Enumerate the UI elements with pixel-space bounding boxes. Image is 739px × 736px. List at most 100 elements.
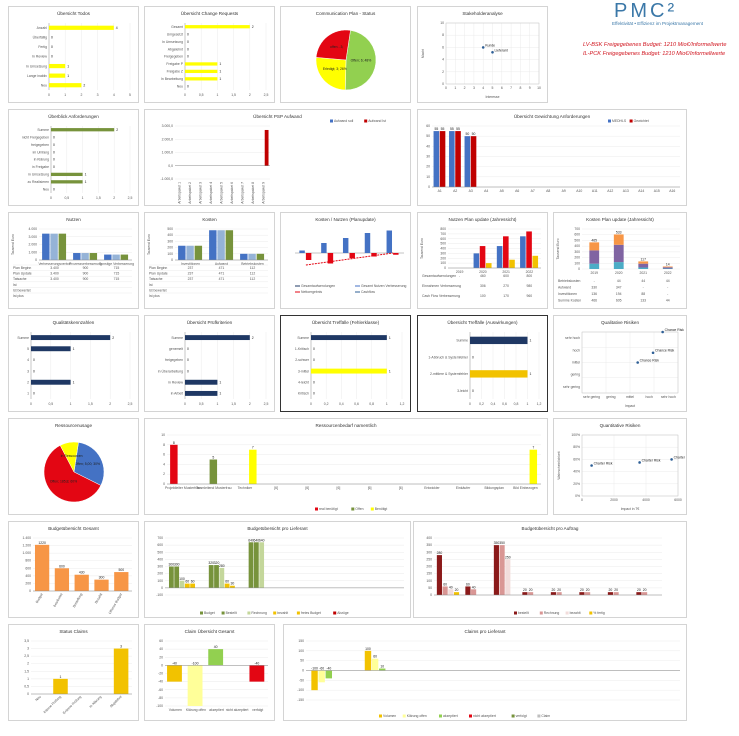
data-label: 40 bbox=[449, 585, 453, 589]
bar bbox=[305, 253, 312, 260]
bar bbox=[299, 250, 305, 253]
chart-svg: Stakeholderanalyse 0 1 2 3 4 5 6 7 8 9 10 0 2 4 6 8 10 Int… bbox=[421, 11, 541, 99]
communication-plan-chart-panel[interactable]: Communication Plan - Status Offen; 6; 48%… bbox=[280, 6, 411, 103]
budget-total-chart-panel[interactable]: Budgetübersicht Gesamt 0 200 400 600 800 1.000… bbox=[8, 521, 139, 618]
legend-label: real benötigt bbox=[319, 507, 338, 511]
tick-label: 2.000 bbox=[29, 243, 38, 247]
data-label: 1 bbox=[219, 380, 221, 384]
cost-chart-panel[interactable]: Kosten 0 100 200 300 400 500 Investitionen Aufwa… bbox=[144, 212, 275, 309]
tick-label: 0,6 bbox=[502, 402, 507, 406]
tick-label: 2 bbox=[249, 93, 251, 97]
defects-impact-chart-panel[interactable]: Übersicht Treffälle (Auswirkungen) 0 0,2 0,… bbox=[417, 315, 548, 412]
category-label: A6 bbox=[515, 189, 519, 193]
tick-label: 0 bbox=[35, 258, 37, 262]
cost-plan-update-chart-panel[interactable]: Kosten Plan update (Jahressicht) 0 100 200 3… bbox=[553, 212, 687, 309]
cost-benefit-chart-panel[interactable]: Kosten / Nutzen (Planupdate) Gesamtaufwen… bbox=[280, 212, 411, 309]
bar bbox=[214, 565, 219, 588]
stakeholder-chart-panel[interactable]: Stakeholderanalyse 0 1 2 3 4 5 6 7 8 9 10 0 2 4 6 8 10 Int… bbox=[417, 6, 548, 103]
budget-supplier-chart-panel[interactable]: Budgetübersicht pro Lieferant -100 0 100 200… bbox=[144, 521, 411, 618]
table-cell: Ist bewertet bbox=[13, 288, 31, 292]
tick-label: 100 bbox=[157, 579, 163, 583]
change-requests-chart-panel[interactable]: Übersicht Change Requests 0 0,5 1 1,5 2 2,5 Ges… bbox=[144, 6, 275, 103]
bar bbox=[509, 259, 515, 268]
requirement-weighting-chart-panel[interactable]: Übersicht Gewichtung Anforderungen 0 10 20 3… bbox=[417, 109, 687, 206]
tick-label: -80 bbox=[158, 696, 163, 700]
legend-label: Aufwand Ist bbox=[368, 119, 386, 123]
legend-swatch bbox=[296, 611, 300, 615]
tick-label: 3.000,0 bbox=[162, 124, 173, 128]
legend-swatch bbox=[565, 611, 569, 615]
category-label: in Freigabe bbox=[32, 165, 49, 169]
tick-label: 1 bbox=[70, 402, 72, 406]
tick-label: 4 bbox=[482, 86, 484, 90]
category-label: In Klärung bbox=[89, 695, 103, 709]
table-cell: 471 bbox=[219, 272, 225, 276]
quantitative-risks-chart-panel[interactable]: Quantitative Risiken 0 2000 4000 6000 0% 20% 40… bbox=[553, 418, 687, 515]
tick-label: 2,5 bbox=[24, 654, 29, 658]
bar bbox=[112, 254, 120, 260]
tick-label: 10 bbox=[426, 175, 430, 179]
data-label: 1 bbox=[389, 336, 391, 340]
data-label: 8 bbox=[173, 441, 175, 445]
defects-class-chart-panel[interactable]: Übersicht Treffälle (Fehlerklasse) 0 0,2 0,… bbox=[280, 315, 411, 412]
test-criteria-chart-panel[interactable]: Übersicht Prüfkriterien 0 0,5 1 1,5 2 2,5 Summe… bbox=[144, 315, 275, 412]
table-cell: Cash Flow Verbesserung bbox=[422, 294, 460, 298]
category-label: 2-mittlere & Systemfehler bbox=[430, 372, 469, 376]
legend-swatch bbox=[439, 714, 442, 718]
tick-label: 1,5 bbox=[24, 669, 29, 673]
chart-title: Übersicht Gewichtung Anforderungen bbox=[514, 113, 591, 119]
claims-total-chart-panel[interactable]: Claim Übersicht Gesamt -100 -80 -60 -40 -20 0 2… bbox=[144, 624, 275, 721]
legend-swatch bbox=[514, 611, 517, 615]
table-cell: 237 bbox=[188, 272, 194, 276]
psp-effort-chart-panel[interactable]: Übersicht PSP Aufwand -1.000,0 0,0 1.000,0 2… bbox=[144, 109, 411, 206]
qualitative-risks-chart-panel[interactable]: Qualitative Risiken Impact Chance Risk Chan… bbox=[553, 315, 687, 412]
claims-supplier-chart-panel[interactable]: Claims pro Lieferant -150 -100 -50 0 50 100 150… bbox=[283, 624, 687, 721]
bar bbox=[259, 542, 265, 588]
benefit-chart-panel[interactable]: Nutzen 0 1.000 2.000 3.000 4.000 Verbesserungs… bbox=[8, 212, 139, 309]
tick-label: -20 bbox=[158, 672, 163, 676]
claims-status-chart-panel[interactable]: Status Claims 0 0,5 1 1,5 2 2,5 3 3,5 1 3 Neu Intern… bbox=[8, 624, 139, 721]
todos-chart-panel[interactable]: Übersicht Todos 0 1 2 3 4 5 Anzahl 4 Überfällig 0 F… bbox=[8, 6, 139, 103]
resource-demand-chart-panel[interactable]: Ressourcenbedarf namentlich 0 2 4 6 8 10 8 Proje… bbox=[144, 418, 548, 515]
table-cell: 88 bbox=[641, 292, 645, 296]
category-label: A3 bbox=[469, 189, 473, 193]
table-cell: Tatsache bbox=[13, 277, 27, 281]
requirements-chart-panel[interactable]: Überblick Anforderungen 0 0,5 1 1,5 2 2,5 Summe… bbox=[8, 109, 139, 206]
data-label: 0 bbox=[53, 187, 55, 191]
data-label: 2 bbox=[83, 83, 85, 87]
tick-label: 0,2 bbox=[324, 402, 329, 406]
category-label: Verbesserungsverbot bbox=[38, 262, 70, 266]
category-label: in Klärung bbox=[34, 158, 49, 162]
budget-order-chart-panel[interactable]: Budgetübersicht pro Auftrag 0 50 100 150 200 2… bbox=[413, 521, 687, 618]
tick-label: 1 bbox=[527, 402, 529, 406]
category-label: Arbeitspaket 2 bbox=[188, 182, 192, 204]
tick-label: 3 bbox=[473, 86, 475, 90]
bar bbox=[496, 246, 503, 268]
table-cell: 133 bbox=[640, 299, 646, 303]
table-cell: Ist bbox=[13, 283, 17, 287]
chart-title: Budgetübersicht Gesamt bbox=[48, 526, 99, 531]
bar bbox=[49, 83, 82, 88]
legend-label: Budget bbox=[204, 611, 215, 615]
data-label: 1 bbox=[219, 392, 221, 396]
bar bbox=[470, 336, 528, 345]
bar bbox=[349, 253, 355, 259]
resource-usage-chart-panel[interactable]: Ressourcenusage Offen; 5,00; 30% Offen; 18… bbox=[8, 418, 139, 515]
plot-area bbox=[581, 331, 679, 394]
chart-title: Quantitative Risiken bbox=[600, 423, 641, 428]
category-label: A7 bbox=[531, 189, 535, 193]
bar bbox=[493, 545, 499, 595]
bar bbox=[364, 650, 372, 671]
tick-label: 10 bbox=[537, 86, 541, 90]
tick-label: 300 bbox=[157, 565, 163, 569]
bar bbox=[318, 670, 325, 683]
data-label: 117 bbox=[641, 257, 647, 261]
tick-label: 0 bbox=[48, 93, 50, 97]
data-label: 0 bbox=[313, 347, 315, 351]
benefit-plan-update-chart-panel[interactable]: Nutzen Plan update (Jahressicht) 0 100 200 3… bbox=[417, 212, 548, 309]
chart-svg: Nutzen Plan update (Jahressicht)01002003… bbox=[420, 217, 541, 298]
quality-metrics-chart-panel[interactable]: Qualitätskennzahlen 0 0,5 1 1,5 2 2,5 Summe 2 5 1 4… bbox=[8, 315, 139, 412]
scatter-point bbox=[651, 351, 655, 355]
slice-label: Offen; 6; 48% bbox=[351, 58, 372, 62]
point-label: Charter Risk bbox=[674, 455, 686, 459]
